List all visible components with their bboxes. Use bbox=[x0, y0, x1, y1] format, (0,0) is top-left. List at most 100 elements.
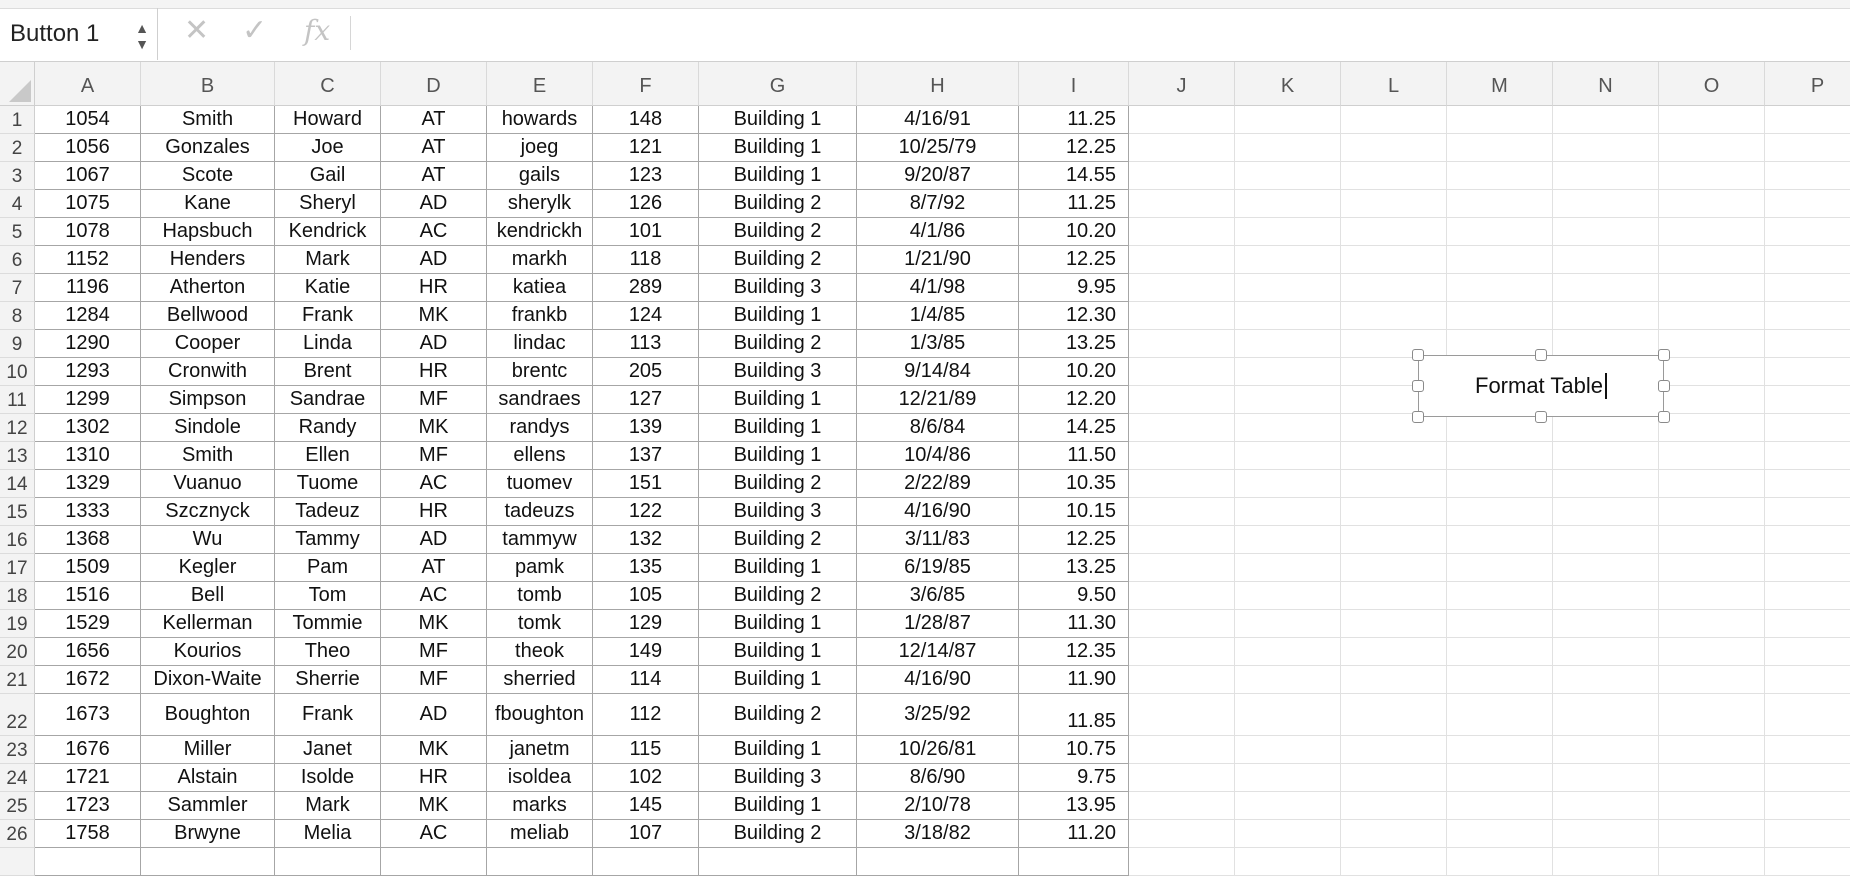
cell-m[interactable] bbox=[1447, 526, 1553, 554]
cell-i[interactable]: 12.25 bbox=[1019, 526, 1129, 554]
cell-c[interactable]: Mark bbox=[275, 246, 381, 274]
cell-n[interactable] bbox=[1553, 820, 1659, 848]
column-header-i[interactable]: I bbox=[1019, 62, 1129, 106]
cell-o[interactable] bbox=[1659, 246, 1765, 274]
cell-a[interactable]: 1152 bbox=[35, 246, 141, 274]
cell-c[interactable]: Tuome bbox=[275, 470, 381, 498]
cell-d[interactable]: MK bbox=[381, 736, 487, 764]
cell-p[interactable] bbox=[1765, 162, 1850, 190]
cell-p[interactable] bbox=[1765, 414, 1850, 442]
cell-n[interactable] bbox=[1553, 638, 1659, 666]
cell-j[interactable] bbox=[1129, 764, 1235, 792]
cell-p[interactable] bbox=[1765, 848, 1850, 876]
cell-h[interactable]: 9/20/87 bbox=[857, 162, 1019, 190]
cell-a[interactable]: 1075 bbox=[35, 190, 141, 218]
column-header-n[interactable]: N bbox=[1553, 62, 1659, 106]
cell-a[interactable]: 1329 bbox=[35, 470, 141, 498]
cell-e[interactable]: randys bbox=[487, 414, 593, 442]
cell-d[interactable]: MF bbox=[381, 442, 487, 470]
cell-c[interactable]: Tadeuz bbox=[275, 498, 381, 526]
cell-d[interactable]: MK bbox=[381, 302, 487, 330]
cell-i[interactable]: 12.30 bbox=[1019, 302, 1129, 330]
cell-p[interactable] bbox=[1765, 582, 1850, 610]
cell-f[interactable]: 124 bbox=[593, 302, 699, 330]
cell-l[interactable] bbox=[1341, 134, 1447, 162]
cell-b[interactable]: Boughton bbox=[141, 694, 275, 736]
cell-d[interactable]: AD bbox=[381, 526, 487, 554]
cell-o[interactable] bbox=[1659, 820, 1765, 848]
cell-n[interactable] bbox=[1553, 274, 1659, 302]
cell-g[interactable]: Building 1 bbox=[699, 666, 857, 694]
name-box[interactable]: Button 1 ▲ ▼ bbox=[0, 8, 158, 60]
cell-p[interactable] bbox=[1765, 274, 1850, 302]
cell-p[interactable] bbox=[1765, 610, 1850, 638]
cell-b[interactable]: Scote bbox=[141, 162, 275, 190]
row-header[interactable]: 2 bbox=[0, 134, 35, 162]
cell-e[interactable]: tadeuzs bbox=[487, 498, 593, 526]
cell-f[interactable]: 118 bbox=[593, 246, 699, 274]
cell-e[interactable]: brentc bbox=[487, 358, 593, 386]
cell-d[interactable] bbox=[381, 848, 487, 876]
row-header[interactable]: 18 bbox=[0, 582, 35, 610]
row-header[interactable]: 12 bbox=[0, 414, 35, 442]
cell-c[interactable]: Katie bbox=[275, 274, 381, 302]
cell-k[interactable] bbox=[1235, 246, 1341, 274]
cell-h[interactable]: 8/6/90 bbox=[857, 764, 1019, 792]
cell-h[interactable]: 6/19/85 bbox=[857, 554, 1019, 582]
format-table-button[interactable]: Format Table bbox=[1418, 355, 1664, 417]
cell-a[interactable]: 1078 bbox=[35, 218, 141, 246]
cell-g[interactable]: Building 2 bbox=[699, 582, 857, 610]
cell-p[interactable] bbox=[1765, 358, 1850, 386]
cell-m[interactable] bbox=[1447, 736, 1553, 764]
cell-f[interactable]: 139 bbox=[593, 414, 699, 442]
cell-e[interactable]: gails bbox=[487, 162, 593, 190]
cell-l[interactable] bbox=[1341, 610, 1447, 638]
cell-p[interactable] bbox=[1765, 218, 1850, 246]
column-header-l[interactable]: L bbox=[1341, 62, 1447, 106]
cell-n[interactable] bbox=[1553, 246, 1659, 274]
cell-m[interactable] bbox=[1447, 470, 1553, 498]
cell-f[interactable]: 123 bbox=[593, 162, 699, 190]
cell-d[interactable]: AT bbox=[381, 554, 487, 582]
cell-c[interactable]: Frank bbox=[275, 302, 381, 330]
cell-g[interactable]: Building 1 bbox=[699, 638, 857, 666]
cell-i[interactable]: 10.20 bbox=[1019, 218, 1129, 246]
resize-handle-middle-right[interactable] bbox=[1658, 380, 1670, 392]
cell-e[interactable]: marks bbox=[487, 792, 593, 820]
cell-l[interactable] bbox=[1341, 330, 1447, 358]
cell-f[interactable]: 122 bbox=[593, 498, 699, 526]
cell-e[interactable]: janetm bbox=[487, 736, 593, 764]
cell-l[interactable] bbox=[1341, 792, 1447, 820]
resize-handle-top-left[interactable] bbox=[1412, 349, 1424, 361]
cell-j[interactable] bbox=[1129, 190, 1235, 218]
cell-m[interactable] bbox=[1447, 498, 1553, 526]
column-header-o[interactable]: O bbox=[1659, 62, 1765, 106]
cell-b[interactable]: Smith bbox=[141, 442, 275, 470]
cell-i[interactable]: 12.35 bbox=[1019, 638, 1129, 666]
cell-k[interactable] bbox=[1235, 330, 1341, 358]
cell-g[interactable]: Building 3 bbox=[699, 764, 857, 792]
cell-o[interactable] bbox=[1659, 274, 1765, 302]
cell-a[interactable]: 1302 bbox=[35, 414, 141, 442]
cell-d[interactable]: HR bbox=[381, 498, 487, 526]
cell-h[interactable]: 10/4/86 bbox=[857, 442, 1019, 470]
cell-b[interactable]: Kellerman bbox=[141, 610, 275, 638]
cell-h[interactable]: 4/1/98 bbox=[857, 274, 1019, 302]
cell-l[interactable] bbox=[1341, 302, 1447, 330]
cell-n[interactable] bbox=[1553, 554, 1659, 582]
cell-o[interactable] bbox=[1659, 694, 1765, 736]
cell-d[interactable]: MK bbox=[381, 792, 487, 820]
format-table-button-label[interactable]: Format Table bbox=[1475, 373, 1603, 398]
row-header[interactable]: 6 bbox=[0, 246, 35, 274]
cell-b[interactable]: Szcznyck bbox=[141, 498, 275, 526]
cell-a[interactable]: 1284 bbox=[35, 302, 141, 330]
cell-c[interactable]: Isolde bbox=[275, 764, 381, 792]
cell-i[interactable]: 10.20 bbox=[1019, 358, 1129, 386]
cell-e[interactable]: ellens bbox=[487, 442, 593, 470]
cell-a[interactable]: 1673 bbox=[35, 694, 141, 736]
cell-b[interactable]: Atherton bbox=[141, 274, 275, 302]
cell-n[interactable] bbox=[1553, 736, 1659, 764]
cell-b[interactable]: Bell bbox=[141, 582, 275, 610]
fx-icon[interactable]: fx bbox=[304, 14, 331, 47]
cell-c[interactable]: Tommie bbox=[275, 610, 381, 638]
